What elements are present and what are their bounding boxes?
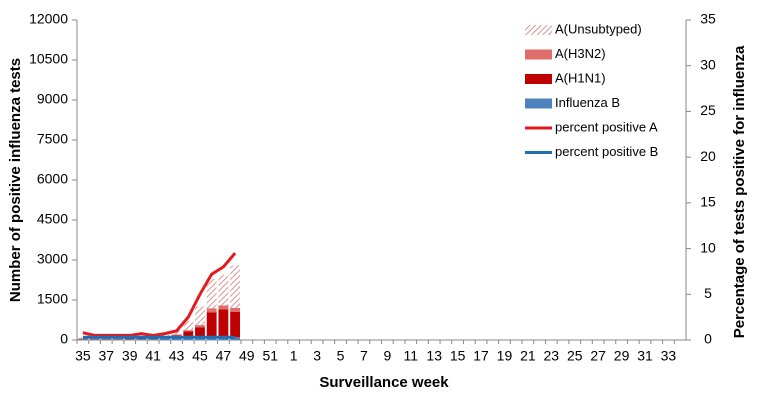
- bar: [218, 309, 229, 338]
- y2-tick-label: 35: [700, 11, 716, 27]
- bar: [195, 337, 205, 340]
- y2-tick-label: 5: [704, 285, 712, 301]
- bar: [124, 338, 135, 340]
- x-tick-label: 23: [544, 348, 560, 364]
- bar: [230, 308, 241, 312]
- bar: [218, 305, 229, 310]
- x-tick-label: 45: [192, 348, 208, 364]
- y-tick-label: 3000: [37, 251, 68, 267]
- y-tick-label: 1500: [37, 291, 68, 307]
- y2-tick-label: 10: [700, 239, 716, 255]
- x-tick-label: 21: [520, 348, 536, 364]
- bar: [206, 337, 217, 340]
- legend-swatch: [525, 98, 552, 109]
- bar: [77, 338, 88, 340]
- x-tick-label: 51: [262, 348, 278, 364]
- bar: [89, 338, 100, 340]
- x-tick-label: 27: [590, 348, 606, 364]
- x-tick-label: 19: [497, 348, 513, 364]
- y2-axis-title: Percentage of tests positive for influen…: [731, 45, 748, 338]
- x-tick-label: 3: [313, 348, 321, 364]
- bar: [206, 312, 217, 338]
- x-tick-label: 11: [404, 348, 419, 364]
- bar: [195, 327, 205, 338]
- bar: [206, 278, 217, 309]
- x-tick-label: 13: [426, 348, 442, 364]
- line: [82, 252, 237, 337]
- bar: [183, 330, 194, 332]
- y2-tick-label: 15: [700, 194, 716, 210]
- x-tick-label: 47: [216, 348, 232, 364]
- bar: [113, 338, 123, 340]
- legend-label: A(H1N1): [555, 70, 606, 85]
- y-tick-label: 6000: [37, 171, 68, 187]
- y-tick-label: 9000: [37, 91, 68, 107]
- x-tick-label: 33: [661, 348, 677, 364]
- x-tick-label: 35: [75, 348, 91, 364]
- bar: [101, 338, 112, 340]
- x-tick-label: 29: [614, 348, 630, 364]
- y-tick-label: 0: [60, 331, 68, 347]
- bar: [195, 325, 205, 328]
- bar: [206, 308, 217, 313]
- x-tick-label: 31: [637, 348, 653, 364]
- bar: [159, 334, 170, 337]
- bar: [89, 339, 100, 340]
- bar: [218, 274, 229, 306]
- legend-swatch: [525, 25, 552, 35]
- bar: [171, 330, 182, 335]
- bar: [195, 306, 205, 326]
- legend-swatch: [525, 49, 552, 60]
- x-tick-label: 9: [383, 348, 391, 364]
- legend-label: percent positive B: [555, 144, 658, 159]
- x-tick-label: 25: [567, 348, 583, 364]
- bar: [171, 338, 182, 340]
- y-tick-label: 7500: [37, 131, 68, 147]
- bar: [183, 338, 194, 340]
- bar: [183, 331, 194, 339]
- x-tick-label: 37: [98, 348, 114, 364]
- y-tick-label: 10500: [29, 51, 68, 67]
- x-tick-label: 15: [450, 348, 466, 364]
- bar: [230, 265, 241, 308]
- bar: [136, 338, 147, 340]
- x-tick-label: 5: [337, 348, 345, 364]
- bar: [183, 320, 194, 331]
- bar: [148, 338, 159, 340]
- legend-label: A(H3N2): [555, 46, 606, 61]
- legend-label: Influenza B: [555, 95, 620, 110]
- x-tick-label: 7: [360, 348, 368, 364]
- x-tick-label: 39: [122, 348, 138, 364]
- legend-swatch: [525, 74, 552, 84]
- y-axis-title: Number of positive influenza tests: [7, 58, 24, 302]
- bar: [230, 312, 241, 338]
- y-tick-label: 12000: [29, 11, 68, 27]
- bar: [101, 339, 112, 340]
- bar: [124, 339, 135, 340]
- x-tick-label: 1: [290, 348, 298, 364]
- bar: [159, 338, 170, 340]
- y2-tick-label: 30: [700, 56, 716, 72]
- x-tick-label: 17: [473, 348, 489, 364]
- x-tick-label: 43: [169, 348, 185, 364]
- legend-label: percent positive A: [555, 119, 658, 134]
- x-tick-label: 41: [145, 348, 161, 364]
- y2-tick-label: 25: [700, 102, 716, 118]
- bar: [171, 334, 182, 336]
- x-tick-label: 49: [239, 348, 255, 364]
- bar: [77, 339, 88, 340]
- x-axis-title: Surveillance week: [319, 374, 449, 391]
- bar: [113, 339, 123, 340]
- y-tick-label: 4500: [37, 211, 68, 227]
- y2-tick-label: 20: [700, 148, 716, 164]
- legend-label: A(Unsubtyped): [555, 21, 642, 36]
- y2-tick-label: 0: [704, 331, 712, 347]
